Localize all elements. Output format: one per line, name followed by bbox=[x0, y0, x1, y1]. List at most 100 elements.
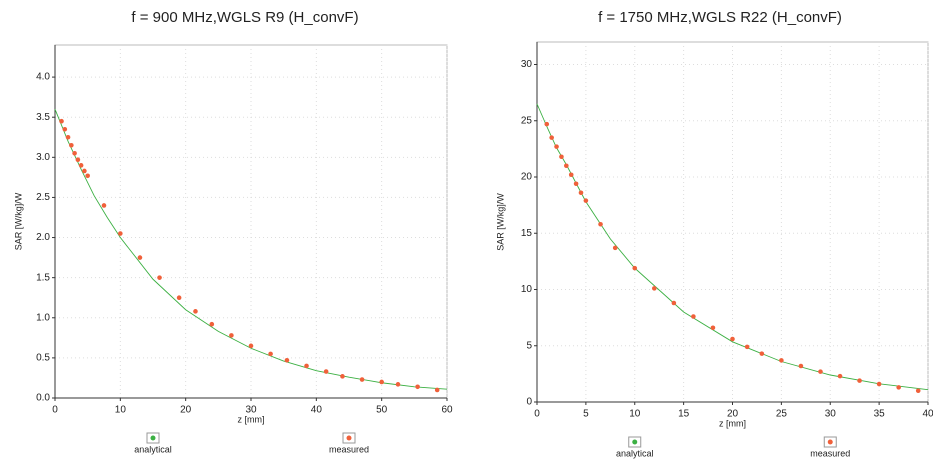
legend-dot bbox=[632, 439, 638, 445]
data-point bbox=[176, 295, 182, 301]
data-point bbox=[691, 314, 696, 319]
data-point bbox=[896, 385, 901, 390]
data-point bbox=[598, 221, 603, 227]
x-axis-label: z [mm] bbox=[719, 418, 746, 428]
data-point bbox=[209, 321, 215, 327]
data-point bbox=[229, 333, 234, 338]
x-tick-label: 20 bbox=[727, 409, 739, 420]
x-tick-label: 40 bbox=[311, 405, 323, 416]
chart-title: f = 900 MHz,WGLS R9 (H_convF) bbox=[131, 9, 358, 26]
x-axis-label: z [mm] bbox=[238, 414, 265, 424]
data-point bbox=[915, 388, 921, 394]
data-point bbox=[415, 384, 420, 390]
x-tick-label: 30 bbox=[245, 405, 257, 416]
data-point bbox=[248, 343, 254, 349]
x-tick-label: 25 bbox=[776, 409, 788, 420]
data-point bbox=[62, 126, 68, 132]
data-point bbox=[379, 379, 384, 385]
data-point bbox=[137, 255, 143, 260]
data-point bbox=[65, 134, 71, 140]
data-point bbox=[157, 275, 162, 280]
data-point bbox=[549, 135, 554, 140]
data-point bbox=[75, 157, 81, 163]
data-point bbox=[395, 382, 401, 387]
legend-label: measured bbox=[810, 448, 850, 458]
y-tick-label: 1.0 bbox=[36, 312, 50, 323]
data-point bbox=[578, 190, 584, 196]
y-axis-label: SAR [W/kg]/W bbox=[495, 193, 505, 251]
y-tick-label: 0 bbox=[526, 397, 532, 408]
legend-dot bbox=[150, 435, 156, 441]
data-point bbox=[193, 309, 198, 314]
data-point bbox=[284, 357, 290, 363]
y-tick-label: 0.5 bbox=[36, 353, 50, 364]
x-tick-label: 5 bbox=[583, 409, 589, 420]
legend-label: analytical bbox=[134, 444, 172, 454]
x-tick-label: 60 bbox=[441, 405, 453, 416]
data-point bbox=[671, 300, 677, 306]
data-point bbox=[78, 163, 84, 168]
legend-dot bbox=[346, 435, 352, 441]
data-point bbox=[544, 121, 550, 127]
x-tick-label: 20 bbox=[180, 405, 192, 416]
data-point bbox=[568, 172, 574, 178]
y-tick-label: 3.0 bbox=[36, 152, 50, 163]
data-point bbox=[818, 369, 823, 374]
legend-dot bbox=[827, 439, 833, 445]
y-tick-label: 20 bbox=[521, 172, 533, 183]
y-axis-label: SAR [W/kg]/W bbox=[13, 192, 23, 250]
data-point bbox=[632, 265, 638, 271]
data-point bbox=[304, 363, 309, 369]
y-tick-label: 0.0 bbox=[36, 393, 50, 404]
data-point bbox=[564, 163, 569, 169]
data-point bbox=[857, 378, 862, 383]
data-point bbox=[268, 351, 273, 357]
y-tick-label: 10 bbox=[521, 284, 533, 295]
y-tick-label: 2.5 bbox=[36, 192, 50, 203]
x-tick-label: 15 bbox=[678, 409, 690, 420]
y-tick-label: 30 bbox=[521, 59, 533, 70]
y-tick-label: 2.0 bbox=[36, 232, 50, 243]
x-tick-label: 10 bbox=[629, 409, 641, 420]
data-point bbox=[876, 381, 882, 387]
y-tick-label: 15 bbox=[521, 228, 533, 239]
data-point bbox=[759, 351, 765, 356]
data-point bbox=[779, 358, 784, 363]
data-point bbox=[559, 154, 564, 160]
data-point bbox=[340, 374, 345, 379]
x-tick-label: 30 bbox=[825, 409, 837, 420]
data-point bbox=[359, 377, 365, 382]
data-point bbox=[554, 144, 559, 149]
x-tick-label: 35 bbox=[874, 409, 886, 420]
legend-label: measured bbox=[329, 444, 369, 454]
x-tick-label: 0 bbox=[52, 405, 58, 416]
data-point bbox=[798, 363, 804, 369]
data-point bbox=[85, 173, 90, 179]
legend-label: analytical bbox=[616, 448, 654, 458]
data-point bbox=[744, 344, 750, 350]
x-tick-label: 10 bbox=[115, 405, 127, 416]
data-point bbox=[59, 118, 64, 124]
data-point bbox=[434, 387, 440, 393]
y-tick-label: 25 bbox=[521, 115, 533, 126]
y-tick-label: 5 bbox=[526, 340, 532, 351]
data-point bbox=[583, 198, 589, 203]
data-point bbox=[612, 245, 618, 251]
chart-title: f = 1750 MHz,WGLS R22 (H_convF) bbox=[598, 9, 842, 26]
data-point bbox=[730, 336, 735, 342]
data-point bbox=[652, 286, 657, 291]
y-tick-label: 3.5 bbox=[36, 112, 50, 123]
data-point bbox=[573, 181, 579, 187]
x-tick-label: 50 bbox=[376, 405, 388, 416]
data-point bbox=[82, 168, 87, 174]
y-tick-label: 4.0 bbox=[36, 72, 50, 83]
data-point bbox=[118, 231, 123, 236]
data-point bbox=[101, 203, 107, 208]
data-point bbox=[710, 325, 716, 331]
y-tick-label: 1.5 bbox=[36, 272, 50, 283]
data-point bbox=[69, 142, 74, 148]
data-point bbox=[323, 369, 329, 374]
data-point bbox=[72, 151, 77, 156]
